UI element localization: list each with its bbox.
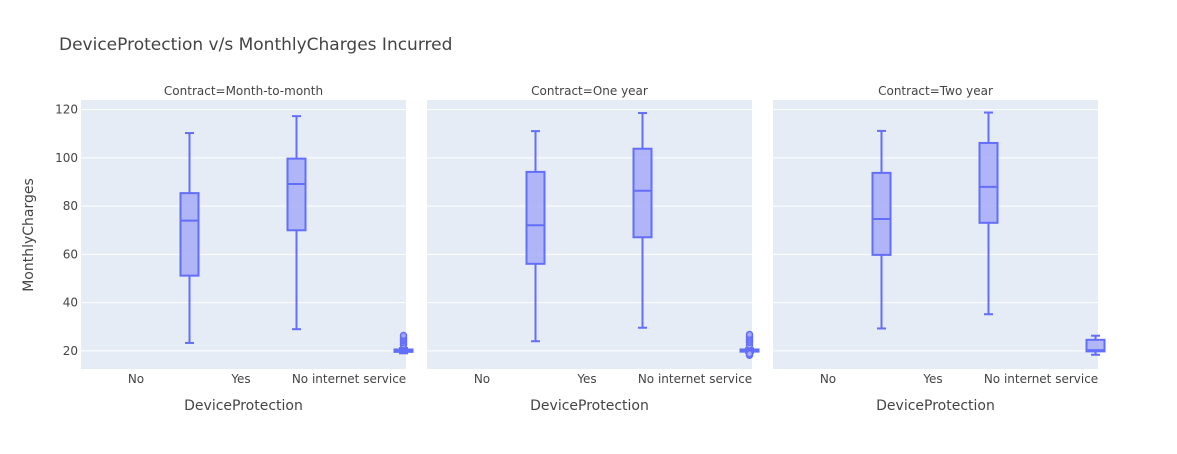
box-plot xyxy=(1085,334,1106,356)
x-axis-label: DeviceProtection xyxy=(530,398,649,414)
x-axis-label: DeviceProtection xyxy=(876,398,995,414)
facet-title: Contract=Two year xyxy=(878,84,993,98)
y-axis-label: MonthlyCharges xyxy=(21,178,37,292)
box-iqr xyxy=(978,141,999,224)
box-plot xyxy=(286,115,307,331)
y-tick-label: 20 xyxy=(63,344,78,358)
box-iqr xyxy=(525,170,546,265)
y-tick-label: 60 xyxy=(63,247,78,261)
plot-background xyxy=(427,100,752,369)
box-plot xyxy=(871,129,892,330)
plot-background xyxy=(81,100,406,369)
facet-panel: 20 40 60 80 100 120 Contract=Month-to-month No Y… xyxy=(55,84,414,414)
box-plot xyxy=(632,112,653,329)
x-tick-label: No xyxy=(474,372,490,386)
x-tick-label: Yes xyxy=(230,372,250,386)
x-tick-label: No xyxy=(820,372,836,386)
y-tick-label: 120 xyxy=(55,103,78,117)
box-plot xyxy=(393,331,414,355)
y-tick-label: 80 xyxy=(63,199,78,213)
box-iqr xyxy=(871,171,892,256)
outlier-point xyxy=(745,350,754,358)
plot-background xyxy=(773,100,1098,369)
facet-panel: Contract=Two year No Yes No internet servic… xyxy=(773,84,1106,414)
box-plot xyxy=(179,132,200,344)
box-iqr xyxy=(179,192,200,277)
x-tick-label: No internet service xyxy=(292,372,406,386)
box-plot xyxy=(739,330,760,359)
outlier-point xyxy=(399,331,408,340)
x-tick-label: No xyxy=(128,372,144,386)
x-tick-label: No internet service xyxy=(638,372,752,386)
facet-title: Contract=Month-to-month xyxy=(164,84,323,98)
facets-layer: 20 40 60 80 100 120 Contract=Month-to-month No Y… xyxy=(55,84,1106,414)
box-iqr xyxy=(632,147,653,239)
y-tick-label: 100 xyxy=(55,151,78,165)
box-plot xyxy=(978,111,999,316)
box-iqr xyxy=(286,157,307,232)
x-tick-label: No internet service xyxy=(984,372,1098,386)
facet-title: Contract=One year xyxy=(531,84,648,98)
x-tick-label: Yes xyxy=(576,372,596,386)
outlier-point xyxy=(745,330,754,339)
y-tick-label: 40 xyxy=(63,296,78,310)
x-tick-label: Yes xyxy=(922,372,942,386)
box-iqr xyxy=(1085,338,1106,353)
x-axis-label: DeviceProtection xyxy=(184,398,303,414)
chart-title: DeviceProtection v/s MonthlyCharges Incu… xyxy=(59,35,452,55)
facet-panel: Contract=One year No Yes No internet servic… xyxy=(427,84,760,414)
box-plot xyxy=(525,130,546,343)
